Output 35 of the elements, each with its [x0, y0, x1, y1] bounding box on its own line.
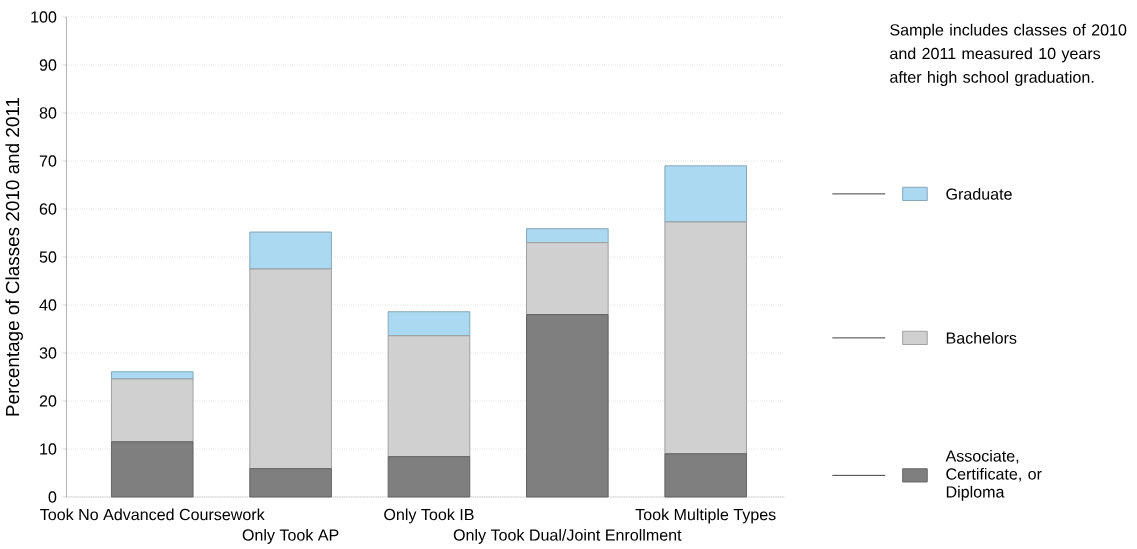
bar	[664, 165, 747, 223]
bar	[664, 221, 747, 455]
bar	[387, 311, 471, 337]
legend-label: Associate, Certificate, or Diploma	[945, 449, 1042, 501]
x-tick-label: Took No Advanced Coursework	[40, 508, 265, 521]
y-axis-title: Percentage of Classes 2010 and 2011	[5, 97, 23, 416]
bar	[249, 468, 332, 498]
bar	[526, 314, 609, 498]
bar	[387, 456, 471, 498]
y-tick-label: 90	[39, 59, 57, 71]
bar	[526, 242, 609, 315]
legend-label: Graduate	[946, 187, 1012, 200]
bar	[249, 231, 332, 270]
x-tick-label: Only Took IB	[384, 508, 474, 524]
bar	[664, 453, 747, 498]
bar	[249, 268, 332, 470]
bar	[526, 228, 609, 243]
y-tick-label: 20	[39, 395, 57, 407]
y-tick-label: 100	[31, 11, 57, 23]
y-tick-label: 30	[39, 347, 57, 359]
bar	[110, 441, 194, 498]
x-tick-label: Only Took AP	[242, 528, 339, 544]
bar	[110, 378, 194, 443]
y-tick-label: 40	[39, 299, 57, 311]
y-tick-label: 50	[39, 251, 57, 263]
text: Sample includes classes of 2010 and 2011 measured 10 years after high school graduation.	[890, 23, 1127, 86]
y-tick-label: 70	[39, 155, 57, 167]
x-tick-label: Only Took Dual/Joint Enrollment	[453, 528, 682, 544]
legend-label: Bachelors	[946, 331, 1017, 344]
x-tick-label: Took Multiple Types	[635, 508, 776, 524]
bar	[387, 335, 471, 458]
y-tick-label: 10	[40, 443, 57, 455]
y-tick-label: 80	[39, 107, 57, 119]
y-tick-label: 0	[48, 491, 57, 503]
y-tick-label: 60	[39, 203, 57, 215]
